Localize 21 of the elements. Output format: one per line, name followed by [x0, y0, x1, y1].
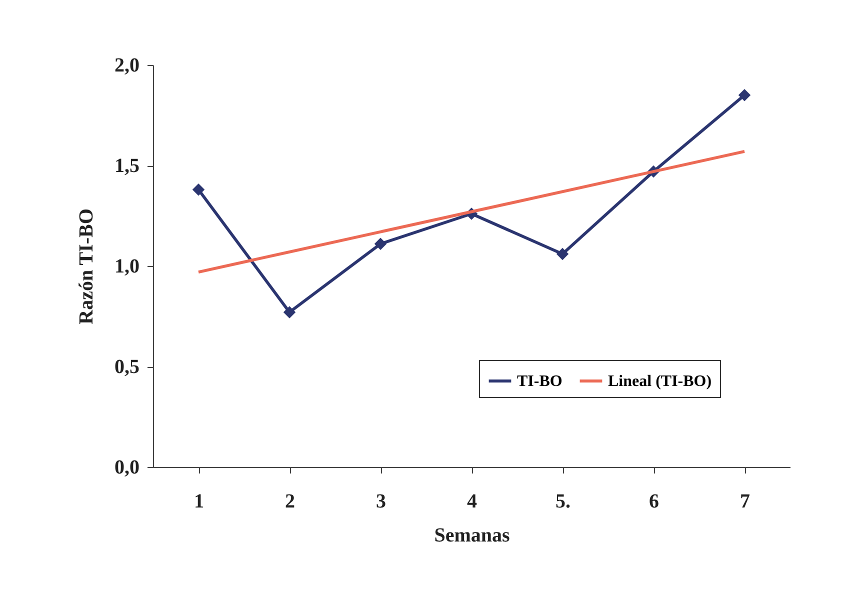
y-tick-label: 1,0	[114, 256, 140, 278]
y-tick-label: 2,0	[114, 54, 140, 76]
point	[374, 238, 387, 250]
x-tick-label: 3	[376, 490, 386, 512]
point	[192, 183, 205, 196]
y-tick-label: 0,5	[114, 356, 140, 378]
point	[738, 89, 751, 102]
point	[556, 248, 569, 260]
x-tick-label: 6	[649, 490, 659, 512]
x-tick-label: 4	[467, 490, 477, 512]
x-tick-label: 2	[285, 490, 295, 512]
x-tick-label: 5.	[556, 490, 570, 512]
x-axis-title: Semanas	[434, 524, 510, 546]
y-tick-label: 1,5	[114, 155, 140, 177]
y-tick-label: 0,0	[114, 456, 140, 478]
y-axis-title: Razón TI-BO	[76, 208, 98, 324]
legend-label: Lineal (TI-BO)	[608, 373, 712, 390]
x-tick-label: 7	[740, 490, 750, 512]
legend-label: TI-BO	[517, 373, 562, 390]
point	[283, 306, 296, 318]
x-tick-label: 1	[194, 490, 204, 512]
